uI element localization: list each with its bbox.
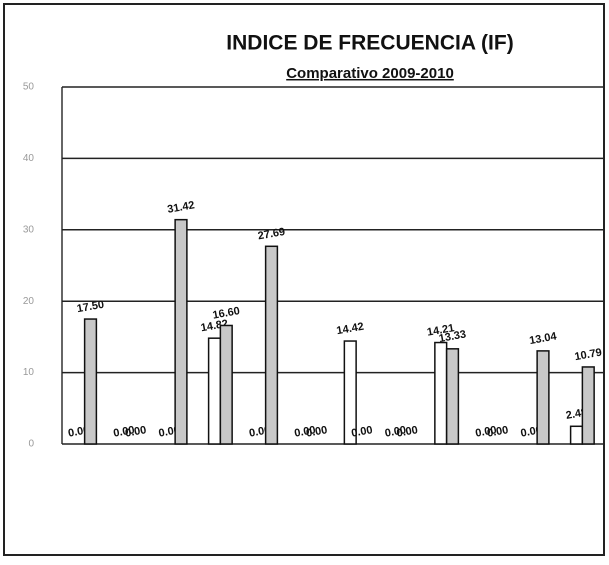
data-label: 31.42 xyxy=(166,199,195,216)
y-tick-label: 40 xyxy=(23,153,35,164)
bar xyxy=(445,348,460,445)
data-label: 27.69 xyxy=(257,226,286,243)
data-label: 13.33 xyxy=(438,328,467,345)
data-label: 0.00 xyxy=(293,424,316,440)
chart-title: INDICE DE FRECUENCIA (IF) xyxy=(226,32,513,55)
data-label: 0.00 xyxy=(124,424,147,440)
data-label: 0.00 xyxy=(350,424,373,440)
data-label: 17.50 xyxy=(76,299,105,316)
chart-subtitle: Comparativo 2009-2010 xyxy=(286,65,454,82)
data-label: 10.79 xyxy=(574,347,603,364)
bar xyxy=(536,350,550,445)
frame xyxy=(3,3,605,556)
bar xyxy=(174,218,188,445)
bar xyxy=(581,366,595,445)
data-label: 14.21 xyxy=(426,322,455,339)
bar xyxy=(569,425,584,445)
y-tick-label: 0 xyxy=(28,439,34,450)
bar xyxy=(83,318,98,445)
data-label: 0.00 xyxy=(474,424,497,440)
data-label: 13.04 xyxy=(528,330,558,347)
data-label: 16.60 xyxy=(212,305,241,322)
y-tick-label: 10 xyxy=(23,367,35,378)
bar xyxy=(264,245,279,445)
y-tick-label: 50 xyxy=(23,82,35,93)
bar xyxy=(343,340,357,445)
data-label: 0.00 xyxy=(384,424,407,440)
y-tick-label: 20 xyxy=(23,296,35,307)
data-label: 0.00 xyxy=(112,424,135,440)
data-label: 0.00 xyxy=(396,424,419,440)
bar xyxy=(207,337,222,445)
data-label: 14.42 xyxy=(336,321,365,338)
y-tick-label: 30 xyxy=(23,224,35,235)
data-label: 0.00 xyxy=(305,424,328,440)
bar xyxy=(219,324,233,445)
bar xyxy=(434,341,448,445)
data-label: 0.00 xyxy=(486,424,509,440)
